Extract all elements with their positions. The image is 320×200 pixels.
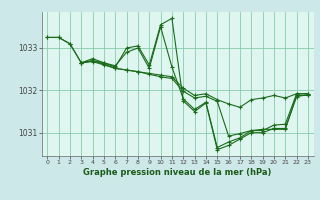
X-axis label: Graphe pression niveau de la mer (hPa): Graphe pression niveau de la mer (hPa) (84, 168, 272, 177)
